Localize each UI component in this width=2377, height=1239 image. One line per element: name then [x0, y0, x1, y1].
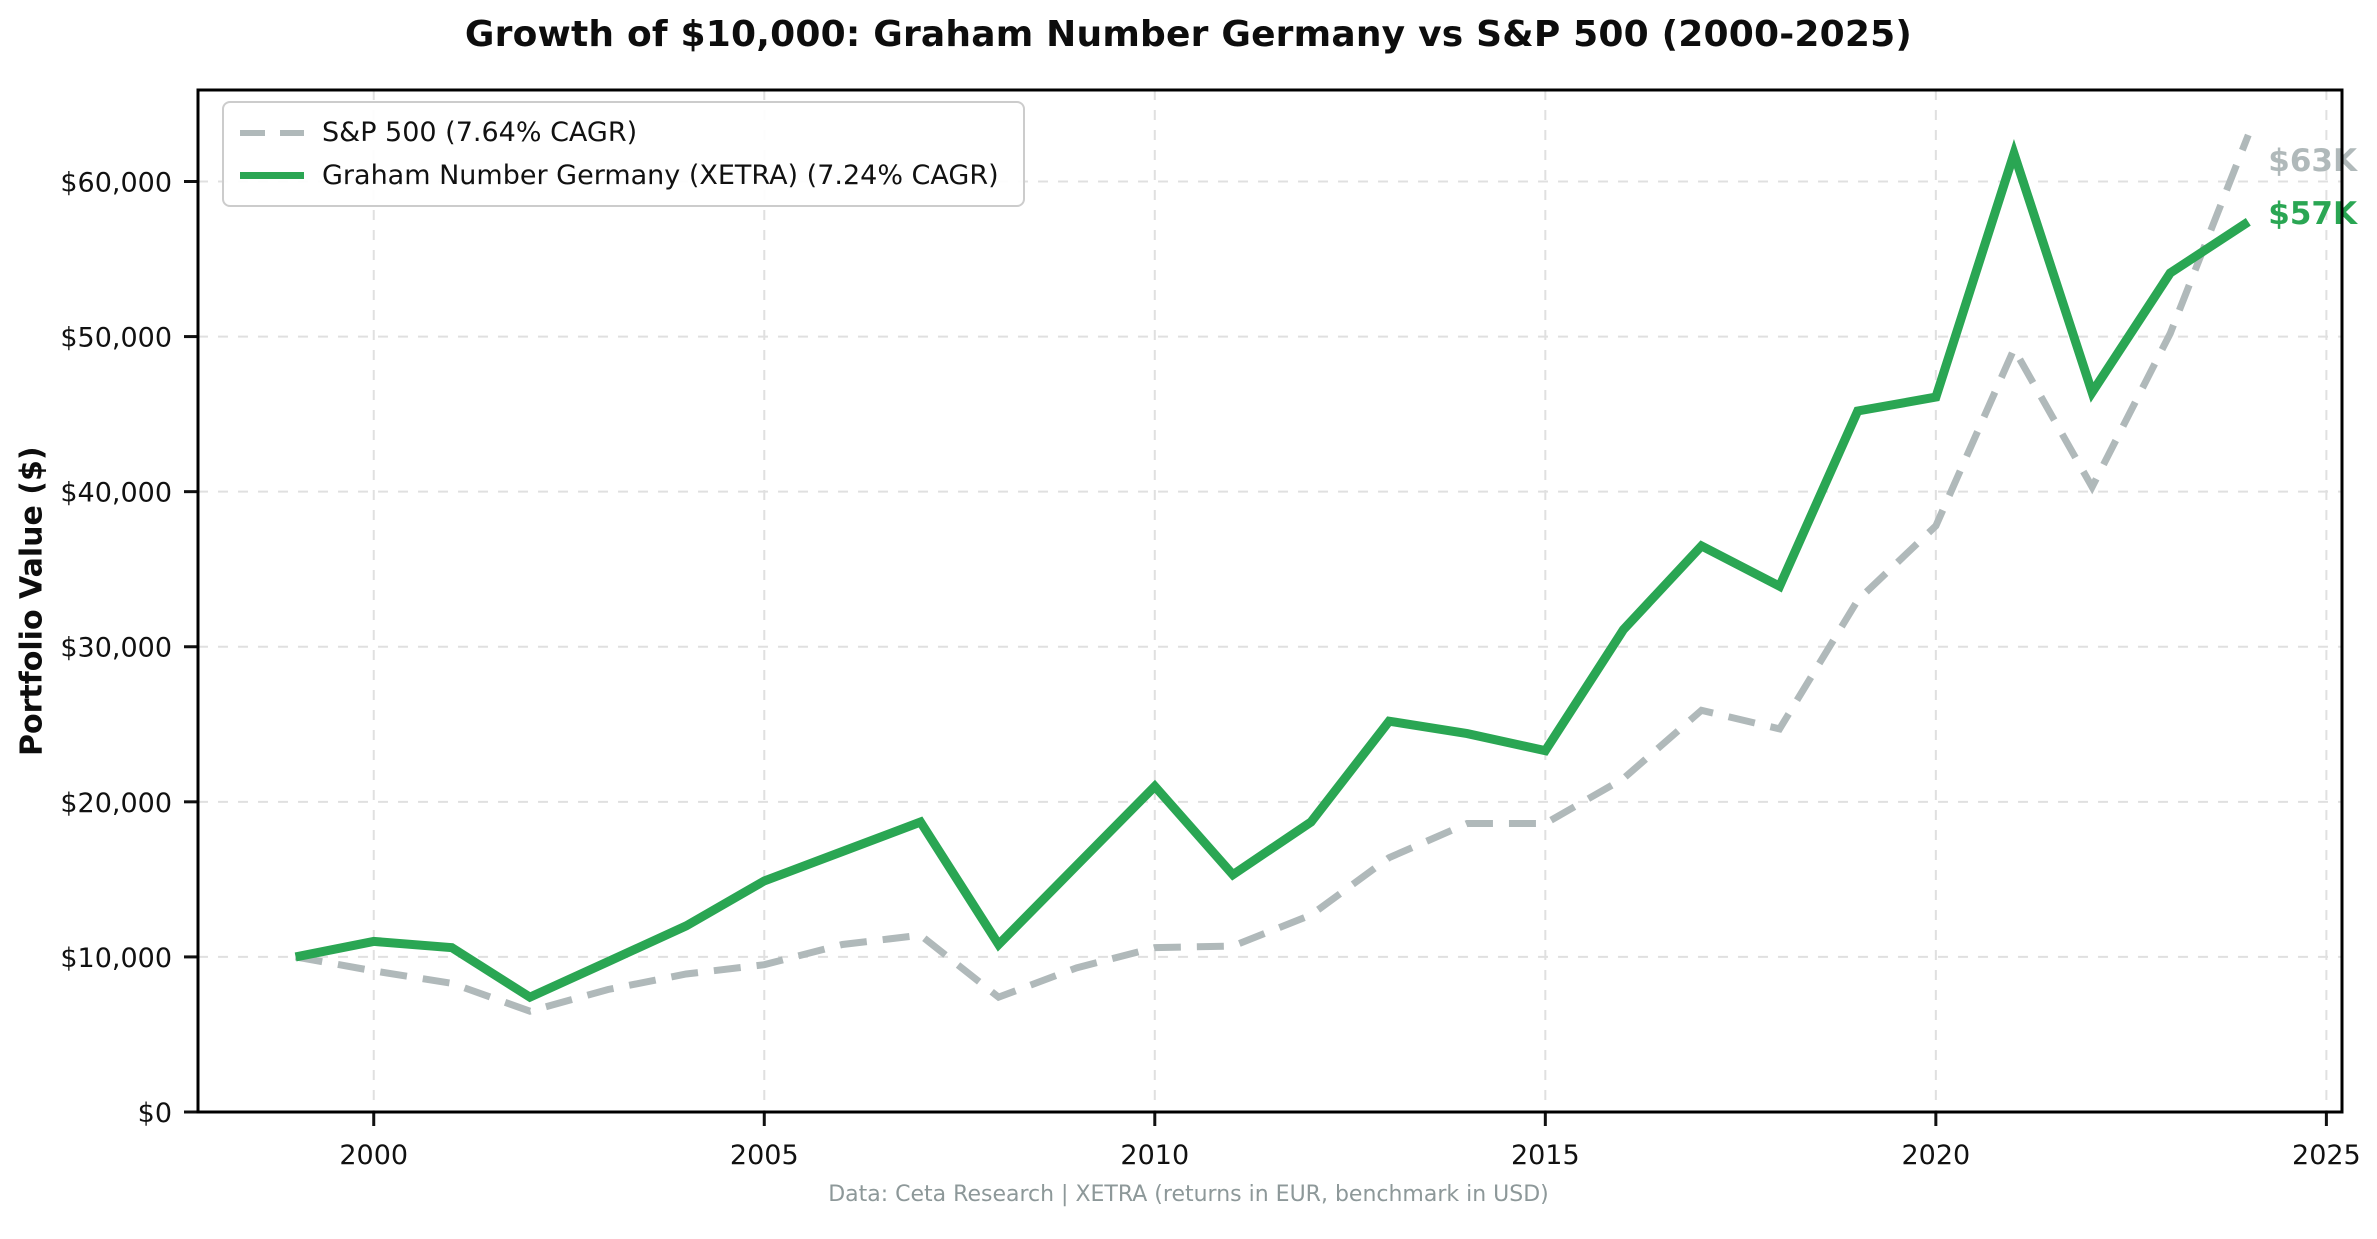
dashed-line-swatch-icon — [240, 129, 304, 136]
y-tick-label: $30,000 — [60, 633, 172, 664]
y-tick-label: $60,000 — [60, 167, 172, 198]
x-tick-label: 2000 — [339, 1140, 408, 1171]
x-tick-label: 2020 — [1901, 1140, 1970, 1171]
y-axis-label: Portfolio Value ($) — [14, 446, 50, 756]
end-value-label-sp500: $63K — [2268, 143, 2358, 179]
series-line-sp500 — [294, 133, 2252, 1015]
end-value-label-graham: $57K — [2268, 196, 2358, 232]
series-line-graham — [294, 138, 2251, 1003]
legend-label-graham: Graham Number Germany (XETRA) (7.24% CAG… — [322, 160, 999, 191]
x-tick-label: 2010 — [1120, 1140, 1189, 1171]
y-tick-label: $40,000 — [60, 478, 172, 509]
legend-label-sp500: S&P 500 (7.64% CAGR) — [322, 117, 638, 148]
y-tick-label: $20,000 — [60, 788, 172, 819]
legend: S&P 500 (7.64% CAGR) Graham Number Germa… — [222, 101, 1025, 207]
legend-item-sp500: S&P 500 (7.64% CAGR) — [240, 117, 999, 148]
data-source-note: Data: Ceta Research | XETRA (returns in … — [828, 1182, 1549, 1207]
legend-item-graham: Graham Number Germany (XETRA) (7.24% CAG… — [240, 160, 999, 191]
x-tick-label: 2005 — [730, 1140, 799, 1171]
x-tick-label: 2025 — [2292, 1140, 2361, 1171]
plot-border — [196, 88, 2344, 1114]
x-tick-label: 2015 — [1511, 1140, 1580, 1171]
y-tick-label: $50,000 — [60, 323, 172, 354]
y-tick-label: $10,000 — [60, 943, 172, 974]
solid-line-swatch-icon — [240, 172, 304, 179]
y-tick-label: $0 — [138, 1098, 172, 1129]
chart-title: Growth of $10,000: Graham Number Germany… — [464, 14, 1913, 55]
